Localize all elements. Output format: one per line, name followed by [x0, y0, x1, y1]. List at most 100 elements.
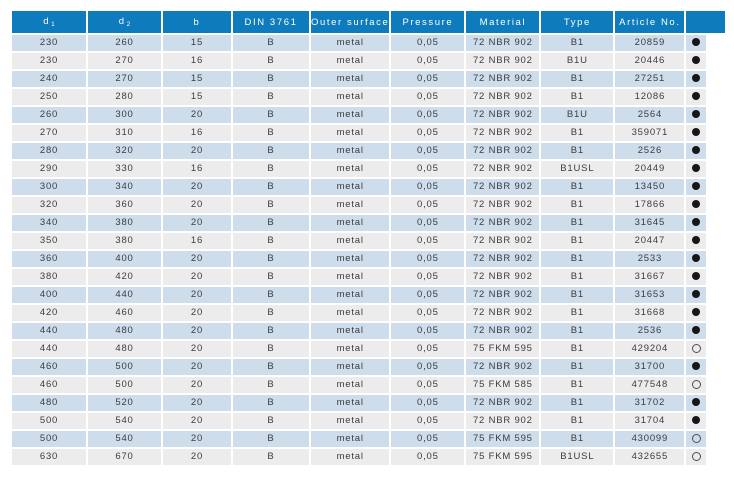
cell-outer-surface: metal — [311, 431, 390, 447]
cell-d1: 460 — [12, 377, 86, 393]
cell-d1: 350 — [12, 233, 86, 249]
cell-article-no: 20447 — [615, 233, 685, 249]
cell-type: B1 — [541, 125, 614, 141]
cell-d2: 300 — [88, 107, 161, 123]
cell-d1: 500 — [12, 413, 86, 429]
table-row: 300 340 20 B metal 0,05 72 NBR 902 B1 13… — [12, 179, 725, 195]
cell-material: 72 NBR 902 — [466, 233, 540, 249]
cell-availability — [686, 323, 707, 339]
cell-outer-surface: metal — [311, 449, 390, 465]
cell-material: 72 NBR 902 — [466, 179, 540, 195]
cell-material: 72 NBR 902 — [466, 89, 540, 105]
table-row: 240 270 15 B metal 0,05 72 NBR 902 B1 27… — [12, 71, 725, 87]
cell-article-no: 2526 — [615, 143, 685, 159]
cell-pressure: 0,05 — [391, 305, 465, 321]
cell-d1: 290 — [12, 161, 86, 177]
cell-article-no: 31702 — [615, 395, 685, 411]
column-header-subscript: 1 — [51, 21, 55, 28]
cell-availability — [686, 143, 707, 159]
cell-spacer — [708, 305, 725, 321]
cell-type: B1 — [541, 179, 614, 195]
cell-spacer — [708, 395, 725, 411]
cell-spacer — [708, 413, 725, 429]
cell-b: 20 — [163, 215, 231, 231]
cell-material: 75 FKM 595 — [466, 341, 540, 357]
cell-outer-surface: metal — [311, 287, 390, 303]
table-row: 260 300 20 B metal 0,05 72 NBR 902 B1U 2… — [12, 107, 725, 123]
cell-availability — [686, 197, 707, 213]
cell-b: 20 — [163, 305, 231, 321]
cell-d2: 500 — [88, 359, 161, 375]
cell-outer-surface: metal — [311, 143, 390, 159]
cell-b: 16 — [163, 53, 231, 69]
cell-outer-surface: metal — [311, 71, 390, 87]
cell-type: B1 — [541, 215, 614, 231]
cell-spacer — [708, 215, 725, 231]
cell-outer-surface: metal — [311, 377, 390, 393]
cell-outer-surface: metal — [311, 215, 390, 231]
cell-pressure: 0,05 — [391, 269, 465, 285]
cell-d2: 460 — [88, 305, 161, 321]
cell-pressure: 0,05 — [391, 323, 465, 339]
cell-pressure: 0,05 — [391, 413, 465, 429]
cell-d1: 300 — [12, 179, 86, 195]
column-header-label: Material — [479, 16, 527, 28]
cell-material: 72 NBR 902 — [466, 197, 540, 213]
cell-type: B1 — [541, 359, 614, 375]
cell-din-3761: B — [233, 341, 309, 357]
column-header-label: DIN 3761 — [244, 16, 298, 28]
cell-type: B1 — [541, 431, 614, 447]
cell-b: 20 — [163, 287, 231, 303]
cell-d2: 340 — [88, 179, 161, 195]
cell-din-3761: B — [233, 89, 309, 105]
cell-pressure: 0,05 — [391, 215, 465, 231]
cell-article-no: 31645 — [615, 215, 685, 231]
cell-availability — [686, 35, 707, 51]
cell-d1: 340 — [12, 215, 86, 231]
availability-indicator-icon — [692, 290, 701, 299]
cell-type: B1USL — [541, 449, 614, 465]
availability-indicator-icon — [692, 56, 701, 65]
table-row: 290 330 16 B metal 0,05 72 NBR 902 B1USL… — [12, 161, 725, 177]
cell-din-3761: B — [233, 233, 309, 249]
cell-outer-surface: metal — [311, 107, 390, 123]
cell-type: B1 — [541, 89, 614, 105]
cell-d2: 500 — [88, 377, 161, 393]
cell-availability — [686, 377, 707, 393]
cell-material: 75 FKM 585 — [466, 377, 540, 393]
cell-din-3761: B — [233, 161, 309, 177]
cell-material: 72 NBR 902 — [466, 35, 540, 51]
cell-outer-surface: metal — [311, 125, 390, 141]
cell-article-no: 20446 — [615, 53, 685, 69]
cell-d2: 480 — [88, 323, 161, 339]
cell-type: B1 — [541, 377, 614, 393]
availability-indicator-icon — [691, 343, 701, 353]
cell-din-3761: B — [233, 179, 309, 195]
cell-article-no: 2533 — [615, 251, 685, 267]
availability-indicator-icon — [692, 110, 701, 119]
cell-din-3761: B — [233, 395, 309, 411]
availability-indicator-icon — [692, 128, 701, 137]
cell-outer-surface: metal — [311, 305, 390, 321]
cell-availability — [686, 53, 707, 69]
column-header-material: Material — [466, 11, 540, 33]
cell-type: B1USL — [541, 161, 614, 177]
cell-article-no: 432655 — [615, 449, 685, 465]
cell-availability — [686, 413, 707, 429]
cell-d1: 440 — [12, 323, 86, 339]
cell-article-no: 477548 — [615, 377, 685, 393]
cell-outer-surface: metal — [311, 359, 390, 375]
table-row: 440 480 20 B metal 0,05 75 FKM 595 B1 42… — [12, 341, 725, 357]
cell-material: 72 NBR 902 — [466, 107, 540, 123]
cell-availability — [686, 287, 707, 303]
table-row: 460 500 20 B metal 0,05 75 FKM 585 B1 47… — [12, 377, 725, 393]
cell-spacer — [708, 431, 725, 447]
cell-b: 20 — [163, 251, 231, 267]
cell-availability — [686, 251, 707, 267]
cell-d2: 540 — [88, 431, 161, 447]
column-header-type: Type — [541, 11, 614, 33]
cell-availability — [686, 449, 707, 465]
cell-pressure: 0,05 — [391, 197, 465, 213]
cell-article-no: 2536 — [615, 323, 685, 339]
cell-d1: 440 — [12, 341, 86, 357]
